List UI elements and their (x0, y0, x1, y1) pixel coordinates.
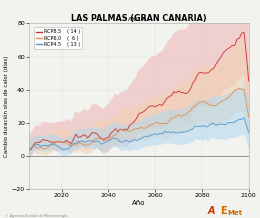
Y-axis label: Cambio duración olas de calor (días): Cambio duración olas de calor (días) (3, 56, 9, 157)
Text: © Agencia Estatal de Meteorología: © Agencia Estatal de Meteorología (5, 214, 67, 218)
X-axis label: Año: Año (132, 200, 146, 206)
Legend: RCP8.5    ( 14 ), RCP6.0    (  6 ), RCP4.5    ( 13 ): RCP8.5 ( 14 ), RCP6.0 ( 6 ), RCP4.5 ( 13… (34, 27, 82, 49)
Text: A: A (208, 206, 216, 216)
Text: E: E (220, 206, 226, 216)
Title: LAS PALMAS (GRAN CANARIA): LAS PALMAS (GRAN CANARIA) (71, 14, 207, 23)
Text: Met: Met (228, 210, 243, 216)
Text: ANUAL: ANUAL (128, 17, 150, 22)
